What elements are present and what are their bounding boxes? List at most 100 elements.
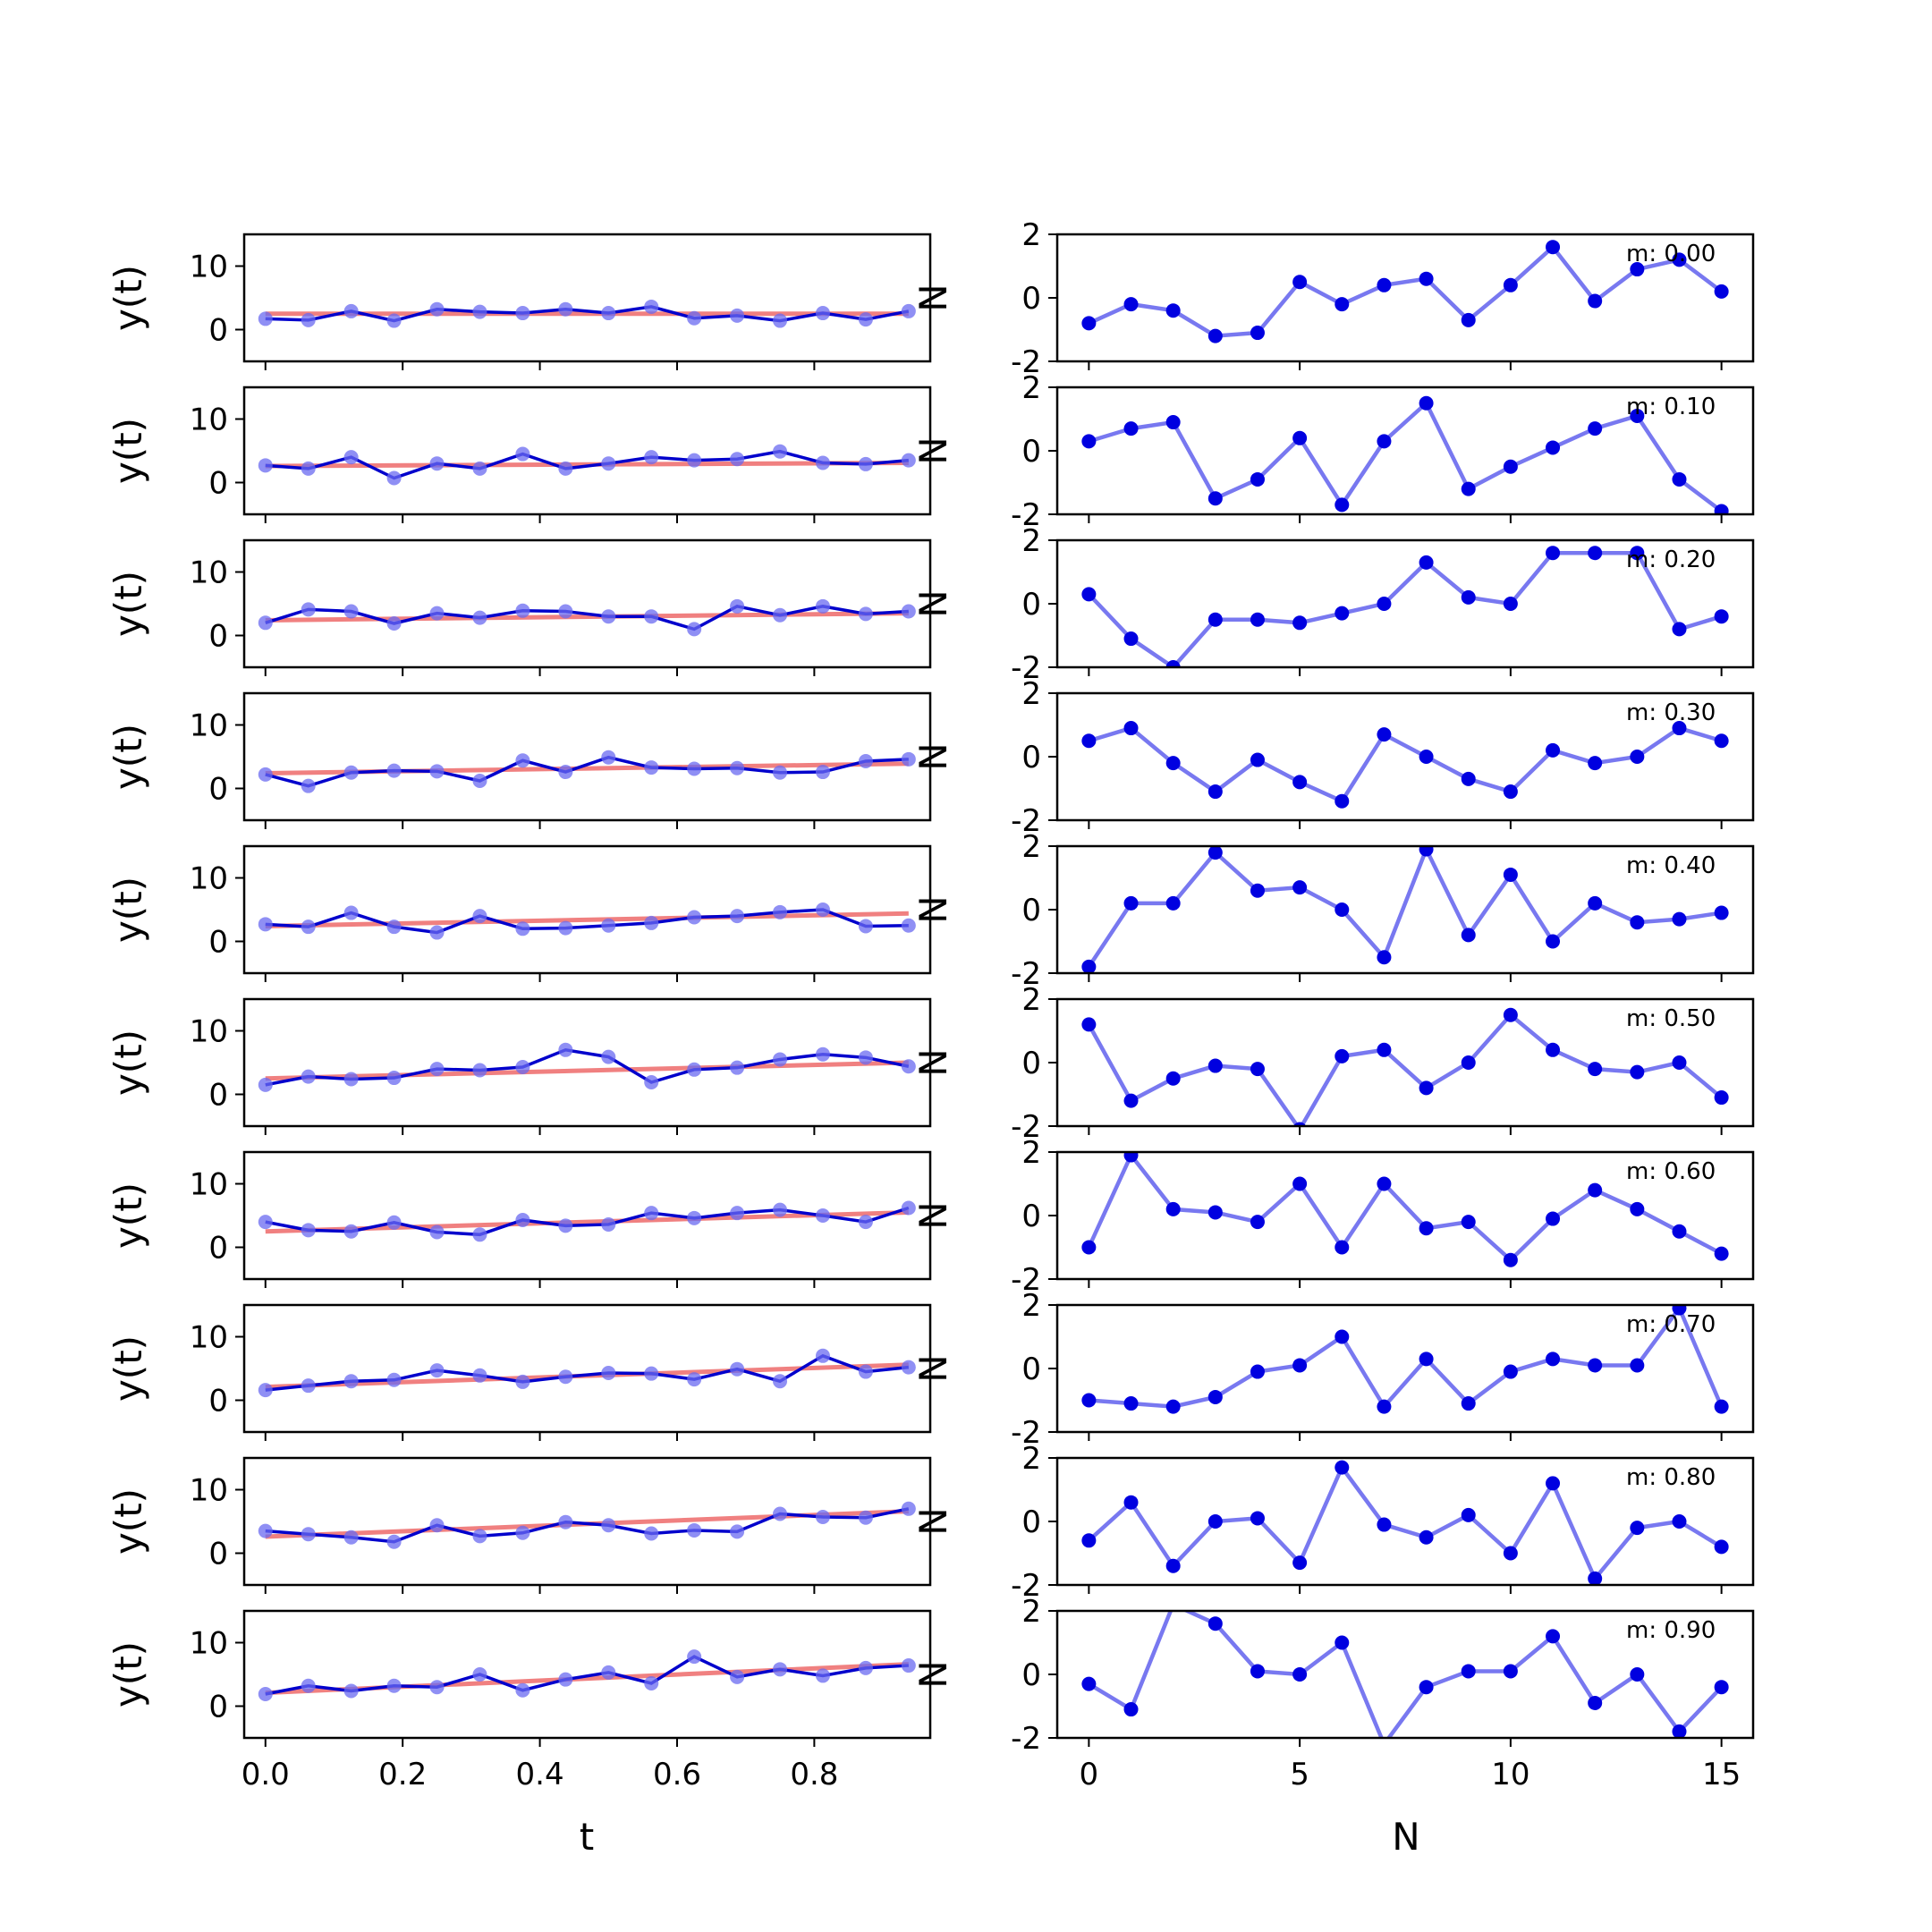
y-tick-label: -2 <box>1011 1262 1041 1298</box>
residual-point <box>1714 609 1729 624</box>
fit-line <box>265 611 909 623</box>
residual-point <box>1672 721 1687 736</box>
y-tick-label: 0 <box>208 1690 228 1725</box>
residual-series <box>1081 395 1729 514</box>
y-tick-label: 0 <box>1021 740 1041 775</box>
residual-point <box>1588 1182 1603 1198</box>
data-point <box>687 1649 702 1665</box>
right-axes-frame <box>1055 1303 1755 1434</box>
residual-point <box>1630 915 1645 930</box>
residual-point <box>1714 1399 1729 1414</box>
data-point <box>258 1523 273 1538</box>
data-point <box>730 1524 745 1539</box>
residual-point <box>1714 284 1729 299</box>
right-x-axis-label: N <box>1392 1815 1419 1859</box>
data-point <box>343 1683 359 1699</box>
slope-annotation: m: 0.80 <box>1626 1464 1716 1491</box>
data-point <box>429 764 445 779</box>
residual-point <box>1630 1358 1645 1373</box>
data-point <box>558 920 573 936</box>
residual-point <box>1714 1680 1729 1695</box>
data-line <box>265 604 909 631</box>
right-axes-frame <box>1055 1150 1755 1281</box>
data-point <box>858 1660 873 1675</box>
data-point <box>301 1223 316 1238</box>
slope-annotation: m: 0.00 <box>1626 241 1716 267</box>
data-point <box>301 778 316 793</box>
data-point <box>558 1042 573 1057</box>
residual-point <box>1672 622 1687 637</box>
data-point <box>515 1525 530 1540</box>
data-point <box>472 909 487 924</box>
residual-point <box>1546 1352 1561 1367</box>
left-axes-frame <box>242 1150 932 1281</box>
data-point <box>343 905 359 920</box>
data-point <box>386 1215 402 1230</box>
residual-point <box>1419 271 1434 286</box>
data-point <box>730 1669 745 1684</box>
residual-point <box>1208 1389 1223 1404</box>
right-axes-frame <box>1055 1609 1755 1740</box>
left-y-axis-label: y(t) <box>106 724 150 790</box>
data-point <box>644 1526 659 1541</box>
residual-series <box>1081 546 1729 667</box>
row-3: 0 10 y(t) N -2 0 2 m: 0.30 <box>106 676 1755 839</box>
residual-point <box>1672 252 1687 267</box>
data-point <box>858 1364 873 1379</box>
row-6: 0 10 y(t) N -2 0 2 m: 0.60 <box>106 1135 1755 1298</box>
residual-point <box>1419 1680 1434 1695</box>
y-tick-label: 0 <box>208 619 228 655</box>
residual-point <box>1419 1221 1434 1236</box>
y-tick-label: 0 <box>208 1537 228 1572</box>
residual-point <box>1503 277 1518 292</box>
left-x-axis-label: t <box>580 1815 594 1859</box>
residual-point <box>1461 1396 1476 1411</box>
data-point <box>601 1216 616 1232</box>
residual-point <box>1335 606 1350 621</box>
data-point <box>858 1050 873 1065</box>
x-tick-label: 0.6 <box>653 1757 701 1792</box>
data-point <box>687 910 702 925</box>
y-tick-label: 2 <box>1021 1594 1041 1630</box>
residual-point <box>1250 612 1265 627</box>
data-point <box>301 312 316 327</box>
y-tick-label: 0 <box>1021 1657 1041 1693</box>
residual-point <box>1546 1629 1561 1644</box>
data-point <box>601 456 616 471</box>
data-point <box>301 602 316 617</box>
residual-point <box>1123 631 1139 647</box>
right-y-axis-label: N <box>911 1507 955 1535</box>
data-point <box>601 750 616 765</box>
data-point <box>472 773 487 788</box>
slope-annotation: m: 0.60 <box>1626 1158 1716 1185</box>
data-point <box>858 606 873 622</box>
y-tick-label: 0 <box>208 313 228 349</box>
data-point <box>429 925 445 940</box>
data-line <box>265 449 909 480</box>
residual-point <box>1503 1007 1518 1022</box>
data-point <box>429 456 445 471</box>
residual-point <box>1208 784 1223 800</box>
left-y-axis-label: y(t) <box>106 1335 150 1402</box>
left-y-axis-label: y(t) <box>106 1488 150 1555</box>
residual-point <box>1630 1667 1645 1682</box>
y-tick-label: 10 <box>190 1320 228 1356</box>
data-point <box>429 1518 445 1533</box>
data-point <box>558 765 573 780</box>
data-point <box>558 1514 573 1530</box>
right-y-axis-label: N <box>911 284 955 311</box>
data-point <box>429 1224 445 1240</box>
residual-line <box>1089 1305 1724 1411</box>
residual-point <box>1588 1695 1603 1710</box>
data-point <box>773 1202 788 1217</box>
residual-point <box>1461 1664 1476 1679</box>
data-point <box>386 1372 402 1387</box>
residual-point <box>1208 846 1223 860</box>
data-point <box>773 1662 788 1677</box>
data-point <box>258 1383 273 1398</box>
data-point <box>815 306 830 321</box>
residual-line <box>1088 243 1723 338</box>
data-point <box>815 1668 830 1683</box>
right-panel: N -2 0 2 m: 0.20 <box>911 523 1755 686</box>
residual-point <box>1123 1152 1139 1163</box>
